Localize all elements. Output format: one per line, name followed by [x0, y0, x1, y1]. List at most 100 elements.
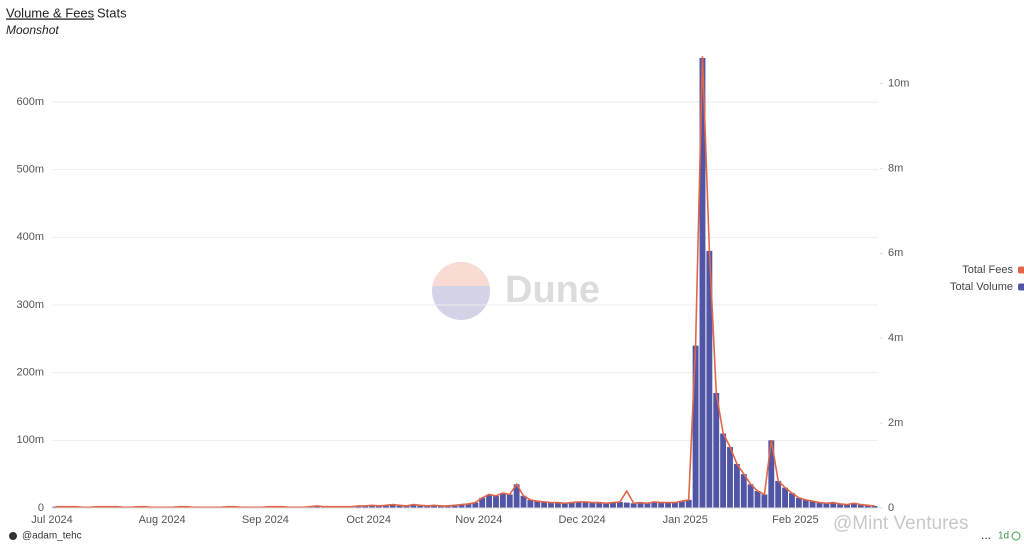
bar [837, 503, 844, 508]
bar [513, 484, 520, 508]
tab[interactable]: Stats [97, 5, 127, 20]
y-tick-label: 0 [38, 502, 44, 514]
x-tick-label: Oct 2024 [346, 514, 391, 526]
bar [458, 504, 465, 508]
bar [802, 499, 809, 508]
bar [548, 502, 554, 508]
x-tick-label: Dec 2024 [558, 514, 605, 526]
bar [789, 493, 795, 508]
bar [630, 503, 637, 508]
bar [596, 502, 603, 508]
x-tick-label: Aug 2024 [139, 514, 186, 526]
x-tick-label: Jan 2025 [663, 514, 708, 526]
bar [396, 505, 403, 508]
bar [486, 494, 493, 508]
bar [541, 501, 548, 508]
bar [376, 505, 382, 508]
bar [809, 501, 816, 508]
y2-tick-label: 2m [888, 417, 903, 429]
bar [823, 503, 830, 508]
bar [795, 497, 802, 508]
bar [678, 501, 685, 508]
x-tick-label: Feb 2025 [772, 514, 818, 526]
legend-label: Total Fees [962, 264, 1013, 276]
bar [816, 502, 823, 508]
bar [754, 491, 761, 508]
y2-tick-label: 6m [888, 247, 903, 259]
bar [314, 505, 320, 508]
bar [417, 505, 424, 508]
legend-swatch [1018, 283, 1024, 291]
bar [850, 503, 857, 508]
bar [431, 505, 437, 508]
bar [610, 502, 616, 508]
legend-swatch [1018, 266, 1024, 274]
watermark-text: Dune [505, 269, 600, 311]
bar [534, 501, 541, 508]
bar [479, 497, 486, 508]
bar [389, 504, 396, 508]
chart-subtitle: Moonshot [6, 23, 59, 37]
bar [727, 447, 733, 508]
bar [782, 487, 789, 508]
bar [644, 503, 651, 508]
bar [692, 345, 699, 508]
menu[interactable]: ... [981, 528, 991, 542]
bar [830, 502, 837, 508]
bar [844, 504, 850, 508]
y2-tick-label: 0 [888, 502, 894, 514]
author-icon [9, 532, 17, 540]
bar [554, 502, 561, 508]
bar [658, 502, 665, 508]
bar [685, 499, 692, 508]
bar [637, 502, 644, 508]
bar [740, 474, 747, 508]
bar [747, 484, 754, 508]
x-tick-label: Sep 2024 [242, 514, 289, 526]
y-tick-label: 300m [16, 299, 44, 311]
logo-circle-top [432, 262, 490, 286]
bar [589, 502, 596, 508]
bar [768, 440, 775, 508]
bar [493, 495, 499, 508]
bar [603, 503, 610, 508]
bar [761, 494, 768, 508]
legend-label: Total Volume [950, 281, 1013, 293]
y-tick-label: 500m [16, 164, 44, 176]
y-tick-label: 100m [16, 434, 44, 446]
bar [699, 58, 706, 508]
line [55, 56, 875, 509]
bar [506, 494, 513, 508]
bar [582, 501, 589, 508]
y-tick-label: 400m [16, 231, 44, 243]
bar [665, 502, 671, 508]
bar [775, 480, 782, 508]
bar [527, 499, 534, 508]
x-tick-label: Nov 2024 [455, 514, 502, 526]
y2-tick-label: 10m [888, 77, 909, 89]
bar [575, 501, 582, 508]
author[interactable]: @adam_tehc [22, 531, 82, 542]
bar [672, 502, 678, 508]
status-icon [1011, 531, 1021, 541]
bar [857, 504, 864, 508]
bar [382, 505, 389, 508]
bar [472, 502, 479, 508]
bar [733, 464, 740, 508]
watermark-text: @Mint Ventures [833, 513, 968, 534]
bar [499, 493, 506, 508]
bar [616, 501, 623, 508]
bar [369, 505, 376, 508]
bar [355, 505, 362, 508]
x-tick-label: Jul 2024 [31, 514, 73, 526]
bar [451, 505, 458, 508]
bar [720, 433, 727, 508]
y-tick-label: 200m [16, 367, 44, 379]
bar [623, 502, 630, 508]
bar [362, 505, 369, 508]
tab[interactable]: Volume & Fees [6, 5, 95, 20]
bar [424, 505, 431, 508]
bar [713, 392, 720, 508]
bar [520, 495, 527, 508]
